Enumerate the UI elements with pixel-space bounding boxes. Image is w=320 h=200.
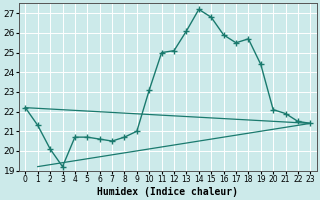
X-axis label: Humidex (Indice chaleur): Humidex (Indice chaleur) — [97, 186, 238, 197]
